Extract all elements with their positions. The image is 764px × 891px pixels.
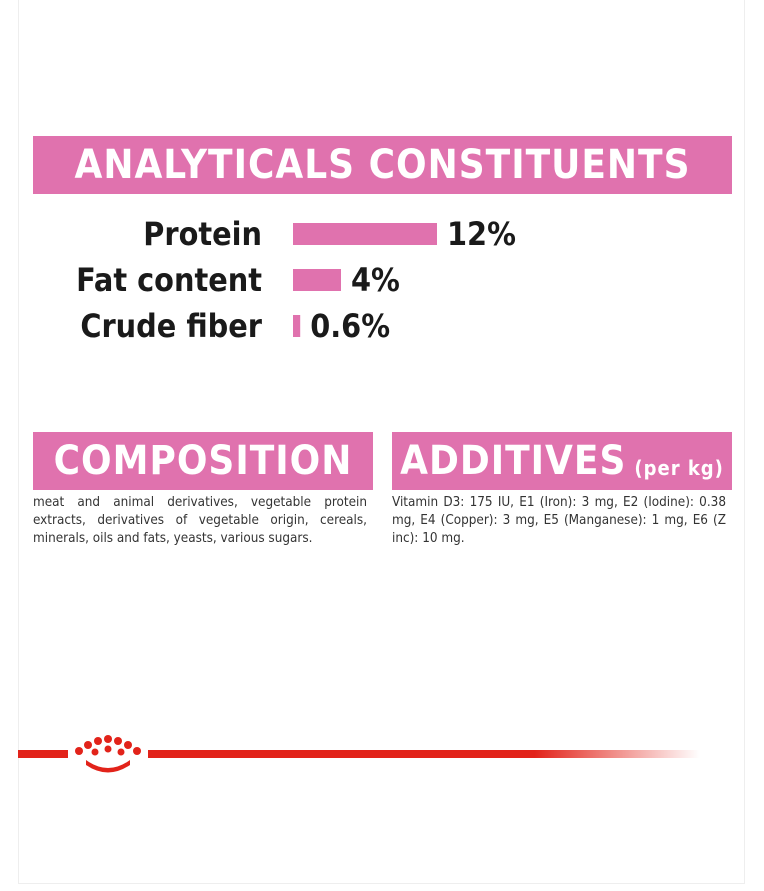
category-label: Fat content <box>76 261 262 299</box>
value-label: 0.6% <box>310 307 390 345</box>
crown-logo <box>75 735 141 773</box>
bar <box>293 315 301 337</box>
value-label: 12% <box>447 215 516 253</box>
composition-text: meat and animal derivatives, vegetable p… <box>33 495 367 546</box>
card <box>18 0 745 884</box>
additives-header: ADDITIVES (per kg) <box>392 432 732 490</box>
bar <box>293 269 341 291</box>
bar <box>293 223 437 245</box>
additives-text: Vitamin D3: 175 IU, E1 (Iron): 3 mg, E2 … <box>392 495 726 546</box>
value-label: 4% <box>351 261 400 299</box>
additives-title: ADDITIVES <box>400 438 627 484</box>
analyticals-title: ANALYTICALS CONSTITUENTS <box>74 142 691 188</box>
category-label: Protein <box>143 215 262 253</box>
brand-line-right <box>148 750 700 758</box>
composition-header: COMPOSITION <box>33 432 373 490</box>
composition-title: COMPOSITION <box>53 438 353 484</box>
brand-line-left <box>18 750 68 758</box>
category-label: Crude fiber <box>80 307 262 345</box>
additives-unit: (per kg) <box>634 456 724 480</box>
analyticals-header: ANALYTICALS CONSTITUENTS <box>33 136 732 194</box>
